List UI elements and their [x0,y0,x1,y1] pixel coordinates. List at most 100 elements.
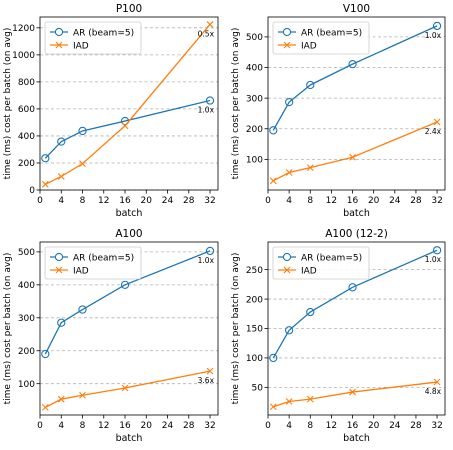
legend-marker-x [55,266,63,274]
legend-box [44,246,142,280]
speedup-annotation: 1.0x [425,255,442,264]
chart-panel-2: 0 4 8 12 16 20 24 28 32 100 200 300 400 500 V100 batch t… [231,3,446,219]
x-tick-label: 20 [141,196,153,206]
data-point-ar [120,280,130,289]
y-axis-label: time (ms) cost per batch (on avg) [231,253,241,405]
plot-frame [267,16,446,191]
data-point-ar [306,307,315,317]
data-point-iad [349,153,356,161]
y-tick-label: 500 [18,248,35,258]
x-tick-label: 28 [410,196,422,206]
data-point-ar [205,96,215,105]
data-point-ar [432,21,442,31]
legend-label: AR (beam=5) [73,29,134,39]
x-marker-stroke [306,395,314,403]
series-line-ar [272,249,438,359]
legend-label: AR (beam=5) [301,29,362,39]
data-point-iad [41,404,49,411]
x-marker-stroke [306,164,314,172]
x-tick-label: 24 [162,196,174,206]
x-marker-stroke [349,388,356,396]
speedup-annotation: 1.0x [425,31,442,40]
speedup-annotation: 4.8x [425,387,442,396]
x-marker-stroke [121,384,129,392]
x-tick-label: 0 [265,196,271,206]
x-marker-stroke [349,153,356,161]
x-tick-label: 4 [58,421,64,431]
legend-label: IAD [73,42,89,52]
data-point-ar [41,349,50,359]
y-tick-label: 300 [18,314,35,324]
y-tick-label: 600 [18,105,35,115]
y-tick-label: 300 [246,94,263,104]
legend-marker-x [283,266,291,274]
y-axis-label: time (ms) cost per batch (on avg) [3,253,13,405]
x-tick-label: 0 [265,421,271,431]
x-axis-label: batch [116,208,143,219]
x-tick-label: 0 [37,196,43,206]
x-marker-stroke [41,404,49,411]
y-tick-label: 200 [18,347,35,357]
data-point-ar [205,246,215,256]
data-point-iad [41,180,49,188]
x-marker-stroke [121,122,129,130]
x-tick-label: 8 [80,196,86,206]
data-point-iad [306,164,314,172]
y-tick-label: 0 [29,186,35,196]
legend-label: IAD [301,42,317,52]
y-tick-label: 1000 [12,51,35,61]
x-tick-label: 4 [286,421,292,431]
legend-label: IAD [301,267,317,277]
x-marker-stroke [285,398,293,405]
data-point-iad [121,122,129,130]
data-point-ar [284,326,294,335]
x-tick-label: 24 [389,196,401,206]
data-point-ar [269,126,278,135]
x-tick-label: 24 [389,421,401,431]
legend-marker-circle [282,252,292,262]
legend-label: IAD [73,267,89,277]
x-tick-label: 28 [183,196,195,206]
series-line-ar [44,99,211,159]
legend-box [44,21,142,55]
x-tick-label: 4 [286,196,292,206]
x-tick-label: 28 [183,421,195,431]
x-marker-stroke [206,367,214,375]
speedup-annotation: 2.4x [425,127,442,136]
y-tick-label: 250 [246,266,263,276]
data-point-ar [78,126,87,136]
x-marker-stroke [206,21,214,28]
plot-frame [39,241,219,416]
y-tick-label: 150 [246,325,263,335]
x-tick-label: 20 [368,196,380,206]
y-tick-label: 1200 [12,24,35,34]
legend-marker-x [55,41,63,49]
data-point-iad [349,388,356,396]
chart-panel-4: 0 4 8 12 16 20 24 28 32 50 100 150 200 250 A100 (12-2)… [231,228,446,444]
x-tick-label: 32 [431,196,442,206]
x-marker-stroke [57,173,65,180]
data-point-ar [269,353,278,363]
x-marker-stroke [79,391,86,399]
x-marker-stroke [285,169,293,176]
x-tick-label: 28 [410,421,422,431]
data-point-ar [57,318,66,327]
x-tick-label: 16 [119,421,131,431]
y-tick-label: 100 [246,354,263,364]
legend-marker-circle [54,27,64,37]
legend-marker-circle [54,252,64,262]
x-axis-label: batch [343,433,370,444]
y-tick-label: 400 [246,64,263,74]
speedup-annotation: 1.0x [198,106,215,115]
data-point-ar [284,97,294,107]
y-axis-label: time (ms) cost per batch (on avg) [3,28,13,180]
legend-box [272,21,370,55]
x-tick-label: 4 [58,196,64,206]
x-marker-stroke [57,395,65,403]
legend-marker-circle [282,27,292,37]
x-tick-label: 12 [98,421,109,431]
x-marker-stroke [269,177,277,185]
data-point-iad [306,395,314,403]
x-tick-label: 8 [80,421,86,431]
